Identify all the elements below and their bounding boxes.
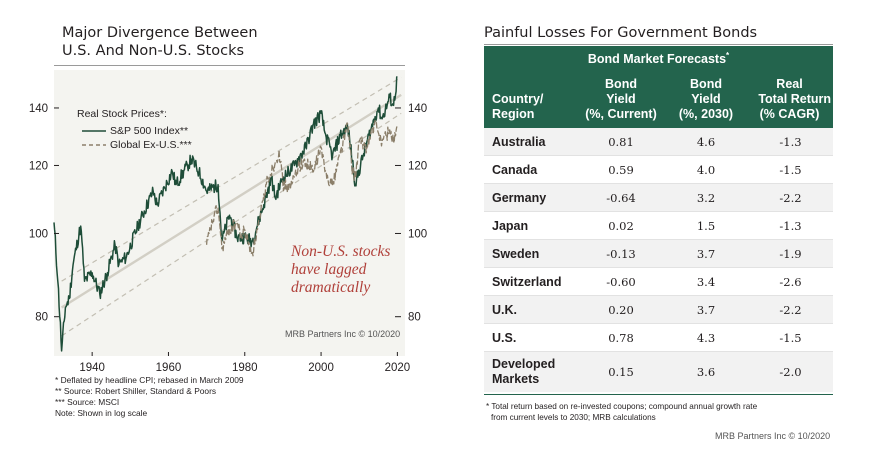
table-cell-country: U.S. [484,323,578,352]
table-cell: 1.5 [664,211,748,240]
table-cell: -1.5 [748,155,833,184]
table-cell: 4.6 [664,128,748,156]
left-chart-title: Major Divergence Between U.S. And Non-U.… [62,25,258,59]
y-tick-label-right: 100 [408,228,427,240]
table-row: Japan 0.02 1.5 -1.3 [484,211,833,240]
legend-swatch-dashed [82,144,106,146]
country-line: Markets [492,372,540,386]
table-cell: 3.6 [664,351,748,392]
y-tick-label-left: 80 [35,312,48,324]
table-cell: -1.3 [748,128,833,156]
x-tick-label: 1940 [79,362,105,374]
country-line: Developed [492,357,556,371]
legend-label-sp500: S&P 500 Index** [110,125,189,137]
table-cell: -2.0 [748,351,833,392]
table-row: Germany -0.64 3.2 -2.2 [484,183,833,212]
legend-label-global: Global Ex-U.S.*** [110,139,192,151]
table-cell: -0.60 [578,267,664,296]
table-cell-country: Canada [484,155,578,184]
table-cell: -2.2 [748,183,833,212]
y-tick-label-left: 140 [29,103,48,115]
y-tick-label-right: 80 [408,312,421,324]
table-cell-country: Japan [484,211,578,240]
table-super-header-row: Bond Market Forecasts* [484,46,833,70]
left-title-rule [54,65,405,66]
table-cell: -1.9 [748,239,833,268]
series-line-0 [53,76,398,352]
table-cell: 0.81 [578,128,664,156]
chart-annotation: Non-U.S. stocks have lagged dramatically [291,243,391,296]
legend-swatch-solid [82,130,106,132]
table-cell: -1.5 [748,323,833,352]
y-tick-label-right: 120 [408,160,427,172]
table-cell: -1.3 [748,211,833,240]
table-cell-country: Australia [484,128,578,156]
table-cell: 0.15 [578,351,664,392]
axis-ticks: 1940 1960 1980 2000 2020 80 100 120 140 80 100 120 1… [29,103,427,374]
table-cell: 3.2 [664,183,748,212]
table-row: Switzerland -0.60 3.4 -2.6 [484,267,833,296]
right-footnotes: * Total return based on re-invested coup… [486,401,757,423]
table-cell: -2.6 [748,267,833,296]
footnote-line: *** Source: MSCI [55,397,120,407]
table-cell-country: Switzerland [484,267,578,296]
y-tick-label-right: 140 [408,103,427,115]
table-cell-country: U.K. [484,295,578,324]
trend-channel-upper [61,76,402,282]
legend-item-sp500: S&P 500 Index** [82,124,502,138]
legend: S&P 500 Index** Global Ex-U.S.*** [82,124,502,152]
footnote-line: Note: Shown in log scale [55,408,148,418]
left-footnotes: * Deflated by headline CPI; rebased in M… [55,375,244,419]
table-cell: 0.20 [578,295,664,324]
table-cell-country: Sweden [484,239,578,268]
table-super-header: Bond Market Forecasts* [484,46,833,70]
plot-area [54,70,405,356]
table-column-header-row: Country/Region Bond Yield (%, Current) Bon… [484,70,833,128]
x-tick-label: 1980 [232,362,258,374]
left-credit: MRB Partners Inc © 10/2020 [285,329,401,339]
table-row: Sweden -0.13 3.7 -1.9 [484,239,833,268]
series-lines [53,76,398,352]
footnote-line: * Total return based on re-invested coup… [486,402,758,411]
table-row: U.K. 0.20 3.7 -2.2 [484,295,833,324]
table-cell-country: Germany [484,183,578,212]
x-tick-label: 1960 [156,362,182,374]
x-tick-label: 2020 [385,362,411,374]
col-header-yield-2030: Bond Yield (%, 2030) [664,70,748,128]
table-cell-country: Developed Markets [484,351,578,392]
table-row: Canada 0.59 4.0 -1.5 [484,155,833,184]
legend-title: Real Stock Prices*: [77,108,167,120]
table-row: U.S. 0.78 4.3 -1.5 [484,323,833,352]
table-cell: -0.64 [578,183,664,212]
table-cell: 4.0 [664,155,748,184]
table-cell: 3.4 [664,267,748,296]
table-cell: 0.02 [578,211,664,240]
right-credit: MRB Partners Inc © 10/2020 [715,431,831,441]
table-row: Australia 0.81 4.6 -1.3 [484,128,833,156]
table-cell: 4.3 [664,323,748,352]
table-cell: 0.78 [578,323,664,352]
table-bottom-rule [484,394,833,395]
table-cell: 3.7 [664,295,748,324]
legend-item-global: Global Ex-U.S.*** [82,138,502,152]
col-header-yield-current: Bond Yield (%, Current) [578,70,664,128]
footnote-line: * Deflated by headline CPI; rebased in M… [55,375,244,385]
table-cell: 3.7 [664,239,748,268]
table-row: Developed Markets 0.15 3.6 -2.0 [484,351,833,392]
footnote-line: ** Source: Robert Shiller, Standard & Po… [55,386,217,396]
series-line-1 [205,120,398,257]
x-tick-label: 2000 [308,362,334,374]
table-cell: 0.59 [578,155,664,184]
table-cell: -0.13 [578,239,664,268]
footnote-line: from current levels to 2030; MRB calcula… [491,413,656,422]
right-title-rule [484,44,833,45]
right-table-title: Painful Losses For Government Bonds [484,25,758,41]
col-header-real-return: Real Total Return (% CAGR) [748,70,833,128]
y-tick-label-left: 120 [29,160,48,172]
col-header-country: Country/Region [484,70,578,128]
table-cell: -2.2 [748,295,833,324]
bond-forecast-table: Bond Market Forecasts* Country/Region Bo… [484,46,833,392]
y-tick-label-left: 100 [29,228,48,240]
